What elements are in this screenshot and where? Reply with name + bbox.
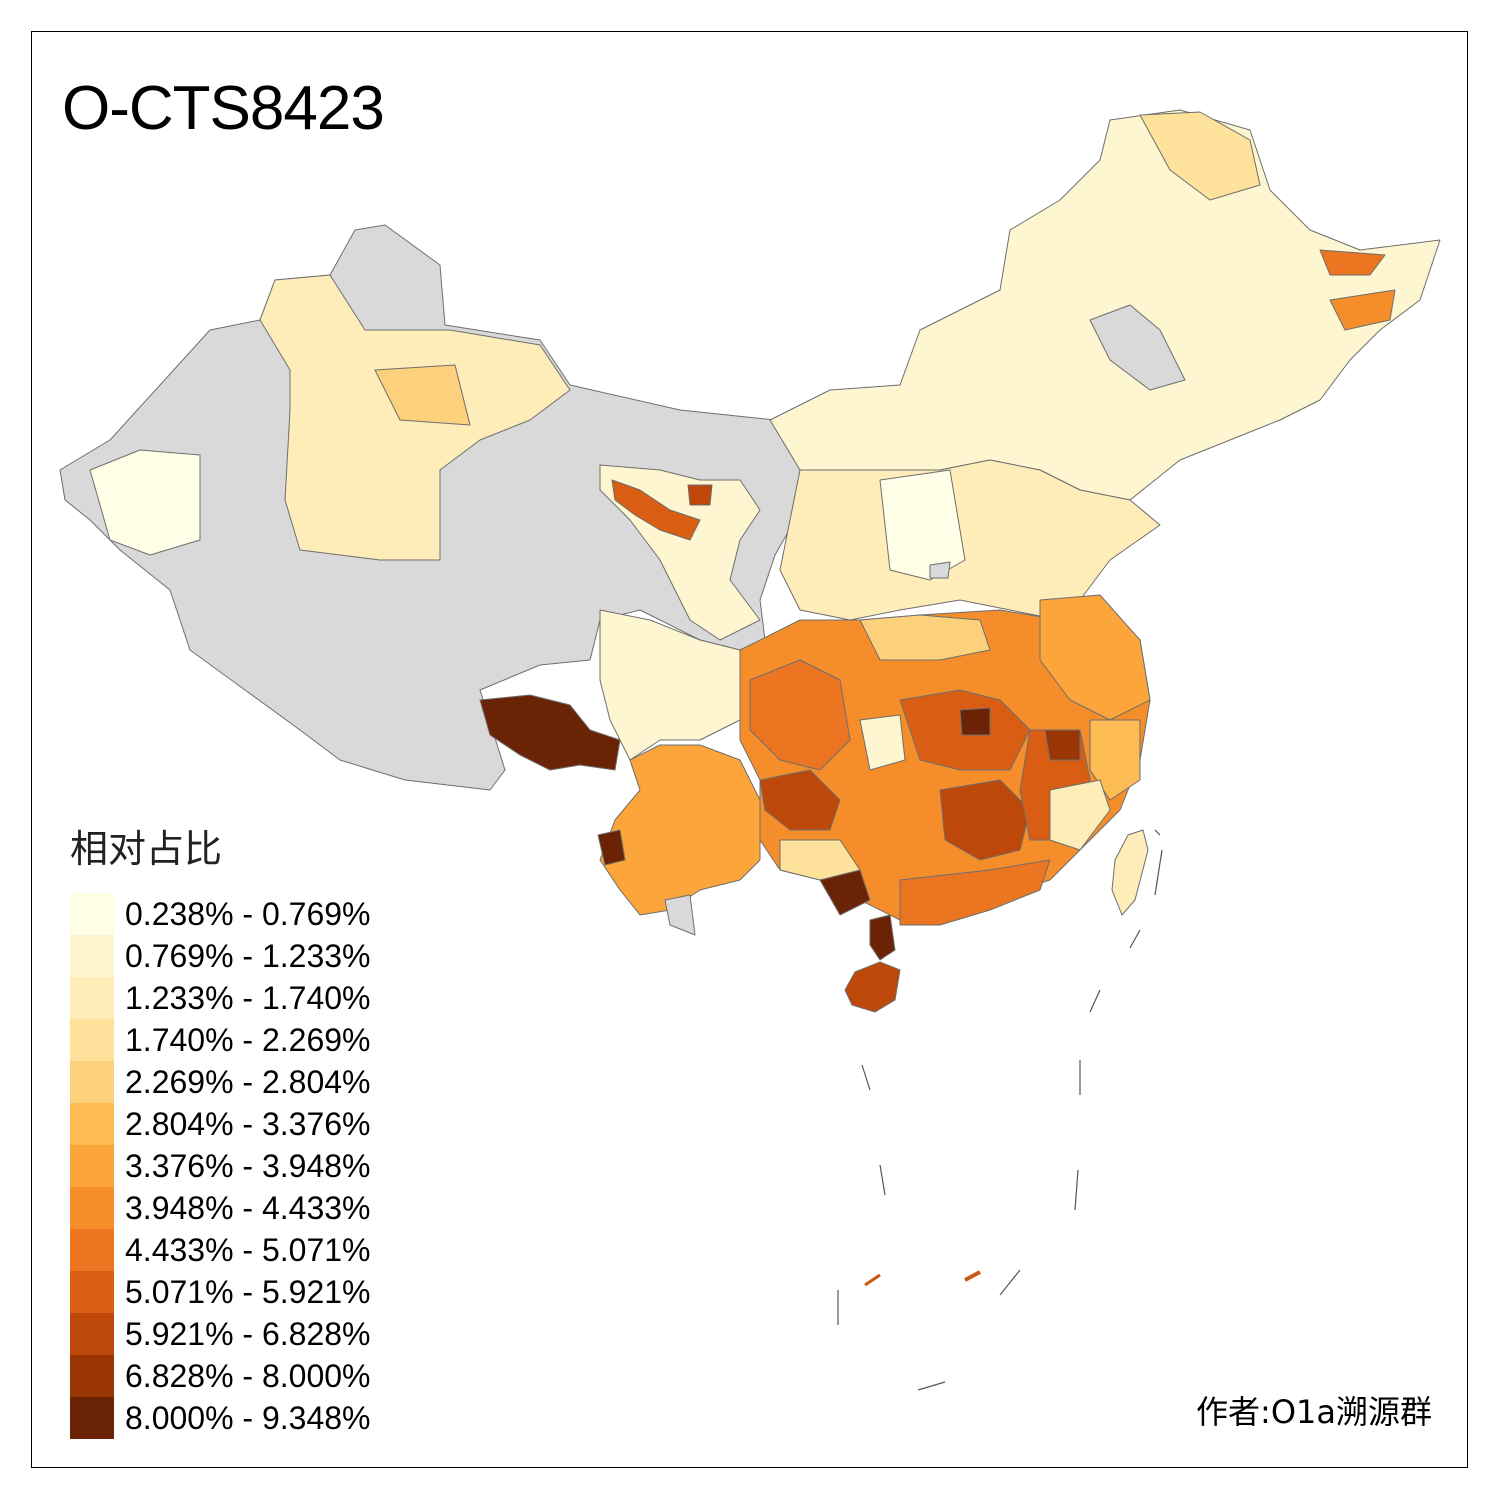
region-yunnan <box>599 744 761 916</box>
legend-swatch <box>70 1355 114 1397</box>
legend-swatch <box>70 1187 114 1229</box>
map-title: O-CTS8423 <box>62 74 385 143</box>
legend-swatch <box>70 977 114 1019</box>
legend-row: 8.000% - 9.348% <box>70 1397 371 1439</box>
legend-label: 4.433% - 5.071% <box>125 1232 371 1268</box>
legend-swatch <box>70 1145 114 1187</box>
region-henan-south <box>859 614 991 661</box>
legend-row: 0.769% - 1.233% <box>70 935 371 977</box>
legend-swatch <box>70 1103 114 1145</box>
region-guangdong <box>899 859 1051 926</box>
region-jiangxi-hot <box>1044 729 1081 761</box>
legend-row: 2.269% - 2.804% <box>70 1061 371 1103</box>
region-nd-guangxi <box>664 894 696 936</box>
region-heilongjiang-southeast <box>1329 289 1396 331</box>
south-sea-islands <box>837 829 1163 1391</box>
region-sichuan-east <box>749 659 851 771</box>
region-gansu-hotspot2 <box>687 484 713 506</box>
region-fujian <box>1049 779 1111 851</box>
legend-swatch <box>70 1061 114 1103</box>
legend-label: 6.828% - 8.000% <box>125 1358 371 1394</box>
legend-label: 2.269% - 2.804% <box>125 1064 371 1100</box>
region-anhui-jiangsu <box>1039 594 1151 721</box>
legend-label: 3.948% - 4.433% <box>125 1190 371 1226</box>
legend-row: 1.740% - 2.269% <box>70 1019 371 1061</box>
region-heilongjiang-north <box>1139 111 1261 201</box>
legend-row: 3.376% - 3.948% <box>70 1145 371 1187</box>
legend-label: 5.921% - 6.828% <box>125 1316 371 1352</box>
region-gansu-hotspot <box>611 479 701 541</box>
legend-swatch <box>70 893 114 935</box>
region-hubei-light <box>859 714 906 771</box>
legend-swatch <box>70 1229 114 1271</box>
region-taiwan <box>1111 829 1149 916</box>
region-hubei-hot <box>959 707 991 736</box>
legend-label: 3.376% - 3.948% <box>125 1148 371 1184</box>
region-nd-ningxia <box>929 561 951 579</box>
legend-rows: 0.238% - 0.769% 0.769% - 1.233% 1.233% - 1… <box>70 893 371 1439</box>
region-guizhou-light <box>779 839 861 881</box>
legend-row: 4.433% - 5.071% <box>70 1229 371 1271</box>
region-hainan <box>844 961 901 1013</box>
region-xinjiang-kashgar <box>89 449 201 556</box>
region-sichuan-west <box>599 609 761 761</box>
region-shanxi <box>879 469 966 581</box>
region-leizhou <box>869 914 896 961</box>
region-chongqing <box>759 769 841 831</box>
legend: 相对占比 0.238% - 0.769% 0.769% - 1.233% 1.233… <box>70 818 371 1439</box>
legend-label: 0.769% - 1.233% <box>125 938 371 974</box>
legend-swatch <box>70 1313 114 1355</box>
legend-swatch <box>70 1019 114 1061</box>
region-xinjiang-center <box>374 364 471 426</box>
region-heilongjiang-east <box>1319 249 1386 276</box>
region-hunan <box>939 779 1031 861</box>
region-inner-mongolia-nd <box>1089 304 1186 391</box>
legend-label: 2.804% - 3.376% <box>125 1106 371 1142</box>
legend-swatch <box>70 1271 114 1313</box>
region-zhejiang <box>1089 719 1141 801</box>
legend-row: 6.828% - 8.000% <box>70 1355 371 1397</box>
legend-row: 5.921% - 6.828% <box>70 1313 371 1355</box>
legend-row: 0.238% - 0.769% <box>70 893 371 935</box>
legend-row: 2.804% - 3.376% <box>70 1103 371 1145</box>
legend-row: 5.071% - 5.921% <box>70 1271 371 1313</box>
region-tibet-southeast <box>479 694 621 771</box>
legend-row: 1.233% - 1.740% <box>70 977 371 1019</box>
author-credit: 作者:O1a溯源群 <box>1196 1393 1432 1431</box>
legend-label: 0.238% - 0.769% <box>125 896 371 932</box>
region-yunnan-west <box>597 829 626 866</box>
legend-label: 5.071% - 5.921% <box>125 1274 371 1310</box>
legend-title: 相对占比 <box>70 827 223 871</box>
legend-swatch <box>70 935 114 977</box>
legend-label: 1.740% - 2.269% <box>125 1022 371 1058</box>
legend-row: 3.948% - 4.433% <box>70 1187 371 1229</box>
legend-label: 8.000% - 9.348% <box>125 1400 371 1436</box>
legend-swatch <box>70 1397 114 1439</box>
legend-label: 1.233% - 1.740% <box>125 980 371 1016</box>
